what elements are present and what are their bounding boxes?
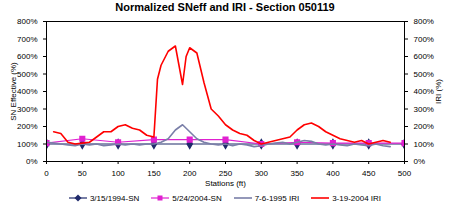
svg-text:300%: 300% xyxy=(414,105,434,114)
svg-text:500%: 500% xyxy=(17,70,37,79)
svg-text:700%: 700% xyxy=(414,35,434,44)
svg-text:50: 50 xyxy=(78,169,87,178)
html-text:5/24/2004-SN: 5/24/2004-SN xyxy=(172,193,222,203)
svg-text:0%: 0% xyxy=(26,157,38,166)
svg-text:400%: 400% xyxy=(17,87,37,96)
svg-text:400: 400 xyxy=(326,169,340,178)
svg-text:300%: 300% xyxy=(17,105,37,114)
svg-text:0: 0 xyxy=(44,169,49,178)
html-text:Normalized SNeff and IRI - Sec: Normalized SNeff and IRI - Section 05011… xyxy=(115,1,335,13)
svg-text:SN Effective (%): SN Effective (%) xyxy=(9,62,18,121)
svg-text:800%: 800% xyxy=(17,17,37,26)
svg-text:100%: 100% xyxy=(17,140,37,149)
html-text:3-19-2004 IRI: 3-19-2004 IRI xyxy=(332,193,382,203)
html-text:7-6-1995 IRI: 7-6-1995 IRI xyxy=(254,193,300,203)
svg-text:200%: 200% xyxy=(414,122,434,131)
svg-text:250: 250 xyxy=(219,169,233,178)
svg-text:800%: 800% xyxy=(414,17,434,26)
svg-text:IRI (%): IRI (%) xyxy=(434,79,443,104)
svg-text:600%: 600% xyxy=(414,52,434,61)
svg-text:100%: 100% xyxy=(414,140,434,149)
svg-text:Stations (ft): Stations (ft) xyxy=(205,179,246,188)
svg-text:400%: 400% xyxy=(414,87,434,96)
svg-text:700%: 700% xyxy=(17,35,37,44)
svg-text:150: 150 xyxy=(147,169,161,178)
svg-text:500: 500 xyxy=(398,169,412,178)
html-text:3/15/1994-SN: 3/15/1994-SN xyxy=(89,193,140,203)
svg-text:450: 450 xyxy=(362,169,376,178)
svg-text:200: 200 xyxy=(183,169,197,178)
svg-text:200%: 200% xyxy=(17,122,37,131)
svg-text:500%: 500% xyxy=(414,70,434,79)
svg-text:0%: 0% xyxy=(414,157,426,166)
svg-text:100: 100 xyxy=(111,169,125,178)
svg-text:300: 300 xyxy=(255,169,269,178)
svg-text:600%: 600% xyxy=(17,52,37,61)
svg-text:350: 350 xyxy=(290,169,304,178)
